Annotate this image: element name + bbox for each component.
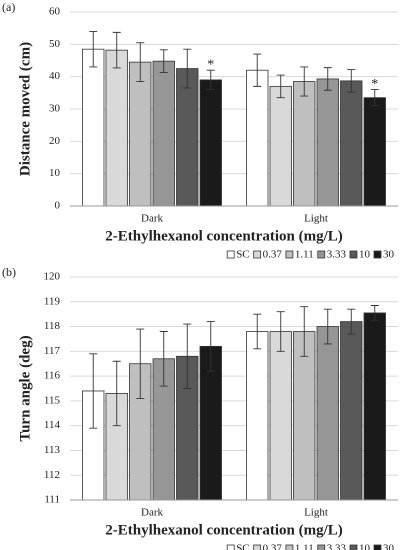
legend-label: SC: [236, 249, 249, 261]
error-bar: [183, 323, 192, 389]
legend-swatch: [317, 544, 326, 550]
legend-label: 10: [359, 543, 371, 550]
bar: [105, 49, 128, 207]
legend-label: 30: [383, 543, 395, 550]
bar: [340, 321, 363, 501]
error-bar: [89, 30, 98, 68]
y-tick-label: 117: [44, 345, 61, 357]
bar: [340, 80, 363, 207]
bar: [269, 331, 292, 501]
bar: [176, 68, 199, 207]
legend-label: 3.33: [327, 543, 347, 550]
error-bar: [112, 31, 121, 69]
significance-mark: *: [207, 57, 214, 72]
significance-mark: *: [371, 77, 378, 92]
error-bar: [253, 53, 262, 87]
y-tick-label: 10: [49, 167, 61, 179]
bar: [246, 331, 269, 501]
legend-label: SC: [236, 543, 249, 550]
error-bar: [136, 328, 145, 399]
error-bar: [323, 308, 332, 345]
error-bar: [300, 306, 309, 357]
legend-swatch: [253, 544, 262, 550]
legend-swatch: [317, 250, 326, 259]
legend-swatch: [373, 250, 382, 259]
y-tick-label: 0: [55, 200, 61, 212]
error-bar: [276, 74, 285, 99]
y-tick-label: 120: [44, 271, 61, 283]
y-tick-label: 115: [44, 394, 61, 406]
error-bar: [253, 313, 262, 350]
error-bar: [159, 331, 168, 387]
bar: [316, 78, 339, 207]
legend-swatch: [285, 250, 294, 259]
panel-label: (b): [2, 265, 16, 279]
error-bar: [206, 321, 215, 372]
legend-label: 30: [383, 249, 395, 261]
legend-label: 10: [359, 249, 371, 261]
error-bar: [370, 89, 379, 107]
bar: [316, 326, 339, 501]
y-axis-title: Distance moved (cm): [17, 42, 33, 176]
x-axis-title: 2-Ethylhexanol concentration (mg/L): [105, 228, 343, 244]
error-bar: [347, 69, 356, 93]
error-bar: [89, 353, 98, 429]
error-bar: [112, 360, 121, 427]
bar: [129, 61, 152, 207]
error-bar: [183, 48, 192, 89]
legend-swatch: [253, 250, 262, 259]
bar: [82, 48, 105, 207]
y-tick-label: 50: [49, 38, 61, 50]
y-tick-label: 116: [44, 370, 61, 382]
y-tick-label: 119: [44, 295, 61, 307]
bar: [152, 60, 175, 207]
x-tick-label: Dark: [141, 213, 163, 225]
error-bar: [323, 67, 332, 91]
legend-label: 1.11: [295, 543, 314, 550]
bar: [293, 331, 316, 501]
y-tick-label: 111: [44, 494, 60, 506]
y-tick-label: 30: [49, 103, 61, 115]
bar: [293, 81, 316, 207]
y-tick-label: 40: [49, 70, 61, 82]
x-tick-label: Light: [304, 507, 328, 519]
y-tick-label: 118: [44, 320, 61, 332]
legend-label: 0.37: [263, 543, 283, 550]
legend-swatch: [226, 250, 235, 259]
x-tick-label: Dark: [141, 507, 163, 519]
legend-swatch: [373, 544, 382, 550]
error-bar: [347, 308, 356, 335]
error-bar: [276, 311, 285, 352]
legend-swatch: [349, 250, 358, 259]
legend-swatch: [285, 544, 294, 550]
error-bar: [300, 66, 309, 97]
bar: [363, 312, 386, 501]
legend-label: 1.11: [295, 249, 314, 261]
x-tick-label: Light: [304, 213, 328, 225]
bar: [269, 85, 292, 207]
legend-label: 0.37: [263, 249, 283, 261]
bar: [246, 69, 269, 207]
y-axis-title: Turn angle (deg): [17, 335, 33, 441]
bar: [363, 97, 386, 207]
y-tick-label: 60: [49, 6, 61, 18]
error-bar: [136, 42, 145, 82]
y-tick-label: 20: [49, 135, 61, 147]
legend-label: 3.33: [327, 249, 347, 261]
panel-label: (a): [2, 0, 15, 14]
error-bar: [370, 305, 379, 321]
error-bar: [206, 69, 215, 91]
legend-swatch: [349, 544, 358, 550]
x-axis-title: 2-Ethylhexanol concentration (mg/L): [105, 522, 343, 538]
y-tick-label: 113: [44, 444, 61, 456]
legend-swatch: [226, 544, 235, 550]
y-tick-label: 114: [44, 419, 61, 431]
bar: [199, 79, 222, 207]
y-tick-label: 112: [44, 469, 60, 481]
error-bar: [159, 49, 168, 73]
